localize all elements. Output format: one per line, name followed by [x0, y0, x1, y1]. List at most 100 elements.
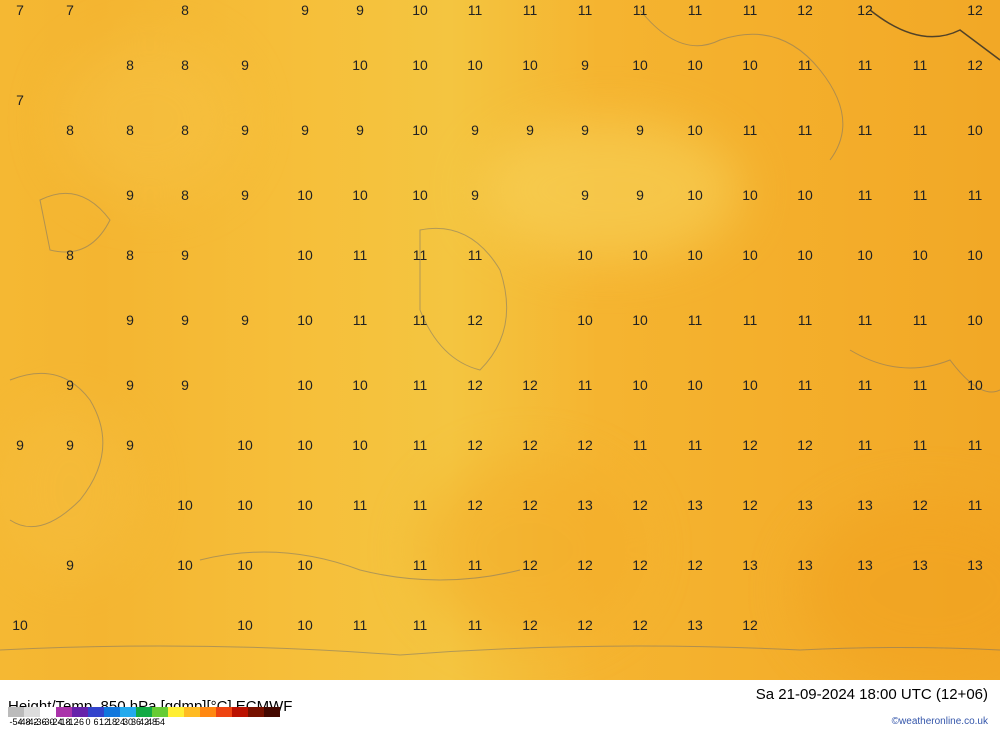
- map-area: 7789910111111111111121212889101010109101…: [0, 0, 1000, 680]
- temperature-value: 13: [797, 557, 813, 573]
- colorbar-swatch: [184, 707, 200, 717]
- temperature-value: 8: [181, 122, 189, 138]
- temperature-value: 11: [858, 187, 873, 203]
- temperature-value: 10: [412, 187, 428, 203]
- temperature-value: 10: [297, 497, 313, 513]
- temperature-value: 10: [352, 187, 368, 203]
- colorbar-swatch: [136, 707, 152, 717]
- temperature-value: 10: [967, 312, 983, 328]
- colorbar-swatch: [152, 707, 168, 717]
- temperature-value: 11: [913, 187, 928, 203]
- temperature-value: 10: [297, 377, 313, 393]
- temperature-value: 10: [577, 247, 593, 263]
- temperature-value: 10: [687, 377, 703, 393]
- temperature-value: 11: [913, 437, 928, 453]
- temperature-value: 10: [687, 187, 703, 203]
- colorbar-swatch: [56, 707, 72, 717]
- temperature-value: 10: [297, 247, 313, 263]
- temperature-value: 9: [301, 2, 309, 18]
- temperature-value: 10: [742, 377, 758, 393]
- temperature-value: 11: [413, 557, 428, 573]
- temperature-value: 10: [297, 617, 313, 633]
- temperature-value: 9: [126, 437, 134, 453]
- temperature-value: 8: [181, 57, 189, 73]
- temperature-value: 10: [412, 2, 428, 18]
- temperature-value: 12: [967, 57, 983, 73]
- temperature-value: 10: [797, 247, 813, 263]
- temperature-value: 11: [413, 497, 428, 513]
- temperature-value: 9: [581, 122, 589, 138]
- colorbar-swatch: [264, 707, 280, 717]
- temperature-value: 10: [967, 247, 983, 263]
- temperature-value: 12: [742, 437, 758, 453]
- temperature-value: 8: [126, 57, 134, 73]
- temperature-value: 11: [468, 2, 483, 18]
- temperature-value: 11: [688, 437, 703, 453]
- colorbar-swatch: [24, 707, 40, 717]
- temperature-value: 8: [181, 2, 189, 18]
- temperature-value: 10: [797, 187, 813, 203]
- temperature-value: 9: [181, 377, 189, 393]
- colorbar-swatch: [40, 707, 56, 717]
- temperature-value: 12: [797, 2, 813, 18]
- temperature-value: 9: [241, 57, 249, 73]
- temperature-value: 10: [857, 247, 873, 263]
- copyright-text: ©weatheronline.co.uk: [892, 716, 988, 727]
- temperature-value: 12: [632, 497, 648, 513]
- temperature-value: 11: [798, 122, 813, 138]
- temperature-value: 9: [16, 437, 24, 453]
- temperature-value: 11: [798, 312, 813, 328]
- temperature-value: 9: [66, 557, 74, 573]
- temperature-value: 9: [471, 122, 479, 138]
- temperature-value: 13: [742, 557, 758, 573]
- temperature-value: 12: [577, 617, 593, 633]
- temperature-value: 9: [581, 187, 589, 203]
- temperature-value: 12: [577, 437, 593, 453]
- temperature-value: 9: [526, 122, 534, 138]
- temperature-value: 9: [636, 187, 644, 203]
- temperature-value: 10: [412, 57, 428, 73]
- temperature-value: 10: [237, 497, 253, 513]
- temperature-value: 9: [581, 57, 589, 73]
- temperature-value: 10: [742, 57, 758, 73]
- temperature-value: 12: [467, 377, 483, 393]
- temperature-value: 12: [522, 437, 538, 453]
- temperature-value: 11: [858, 377, 873, 393]
- temperature-value: 8: [181, 187, 189, 203]
- temperature-value: 13: [912, 557, 928, 573]
- temperature-value: 11: [743, 312, 758, 328]
- temperature-value: 12: [522, 497, 538, 513]
- temperature-value: 11: [968, 187, 983, 203]
- temperature-value: 9: [126, 187, 134, 203]
- temperature-value: 9: [241, 187, 249, 203]
- colorbar-swatch: [120, 707, 136, 717]
- temperature-value: 12: [632, 617, 648, 633]
- temperature-grid: 7789910111111111111121212889101010109101…: [0, 0, 1000, 680]
- temperature-value: 10: [177, 557, 193, 573]
- footer: Height/Temp. 850 hPa [gdmp][°C] ECMWF Sa…: [0, 680, 1000, 733]
- temperature-value: 10: [632, 377, 648, 393]
- temperature-value: 10: [632, 57, 648, 73]
- temperature-value: 13: [797, 497, 813, 513]
- temperature-value: 7: [16, 2, 24, 18]
- temperature-value: 11: [858, 122, 873, 138]
- temperature-value: 10: [467, 57, 483, 73]
- colorbar-swatch: [8, 707, 24, 717]
- colorbar-swatch: [72, 707, 88, 717]
- temperature-value: 10: [632, 247, 648, 263]
- temperature-value: 11: [688, 2, 703, 18]
- temperature-value: 11: [688, 312, 703, 328]
- temperature-value: 13: [687, 497, 703, 513]
- temperature-value: 10: [237, 557, 253, 573]
- temperature-value: 10: [297, 187, 313, 203]
- temperature-value: 12: [467, 437, 483, 453]
- temperature-value: 11: [413, 312, 428, 328]
- colorbar-swatch: [232, 707, 248, 717]
- temperature-value: 12: [967, 2, 983, 18]
- temperature-value: 13: [687, 617, 703, 633]
- temperature-value: 8: [66, 247, 74, 263]
- temperature-value: 10: [742, 187, 758, 203]
- temperature-value: 12: [522, 377, 538, 393]
- temperature-value: 9: [181, 312, 189, 328]
- temperature-value: 11: [913, 312, 928, 328]
